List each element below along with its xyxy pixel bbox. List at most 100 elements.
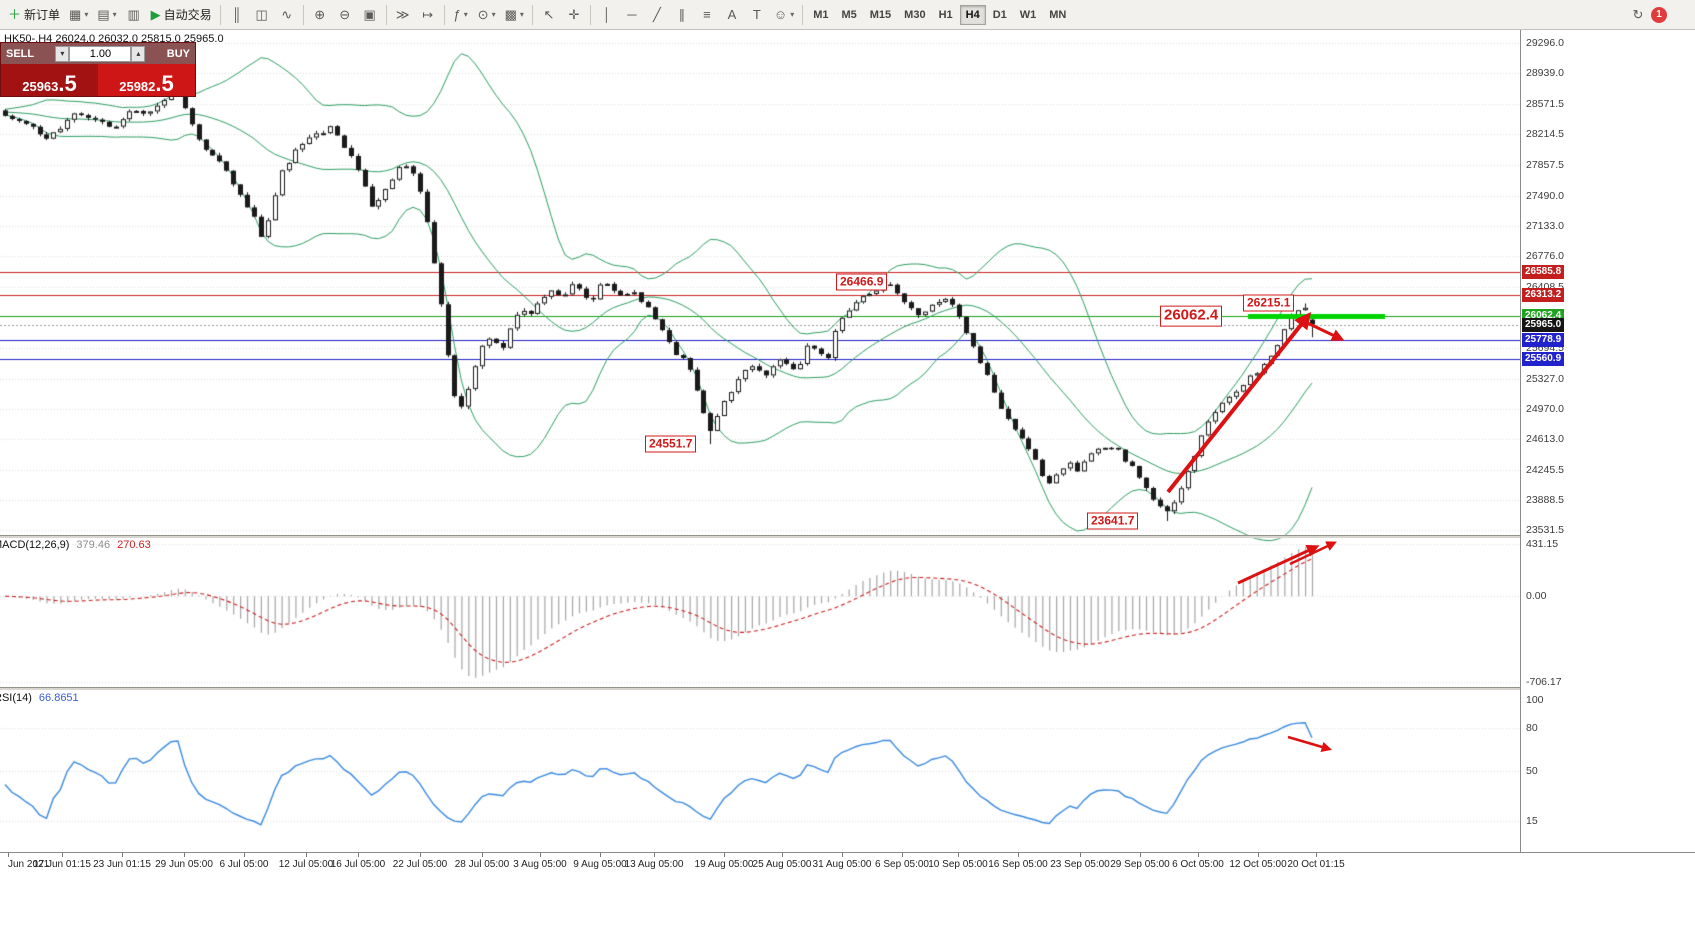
buy-price-big-digit: .5 xyxy=(155,71,174,97)
auto-scroll-button[interactable]: ≫ xyxy=(395,7,410,22)
time-axis-tick-mark xyxy=(1258,853,1259,857)
panel-separator-rsi[interactable] xyxy=(0,687,1520,690)
time-axis-label: 16 Sep 05:00 xyxy=(988,859,1048,870)
profiles-button[interactable]: ▤ ▾ xyxy=(97,7,117,22)
price-axis-tick: 24613.0 xyxy=(1526,432,1564,445)
macd-axis-tick: 0.00 xyxy=(1526,590,1547,603)
timeframe-h1-button[interactable]: H1 xyxy=(938,8,953,21)
new-order-button[interactable]: ＋新订单 xyxy=(8,7,61,22)
new-chart-button[interactable]: ▦ ▾ xyxy=(69,7,89,22)
timeframe-mn-button[interactable]: MN xyxy=(1049,8,1067,21)
price-callout: 24551.7 xyxy=(645,435,697,453)
fibonacci-button[interactable]: ≡ xyxy=(703,7,711,22)
timeframe-m15-button[interactable]: M15 xyxy=(869,8,892,21)
buy-button[interactable]: 25982.5 xyxy=(98,64,195,96)
horizontal-line-button[interactable]: ─ xyxy=(627,7,637,22)
periods-button[interactable]: ⊙ ▾ xyxy=(477,7,496,22)
time-axis-label: 16 Jul 05:00 xyxy=(330,859,386,870)
price-axis[interactable]: 29296.0 28939.0 28571.5 28214.5 27857.5 27490… xyxy=(1520,30,1695,852)
time-axis-label: 17 Jun 01:15 xyxy=(33,859,91,870)
sell-button[interactable]: 25963.5 xyxy=(1,64,98,96)
sell-price-big-digit: .5 xyxy=(58,71,77,97)
rsi-indicator-label: RSI(14) 66.8651 xyxy=(0,692,79,704)
line-chart-button[interactable]: ∿ xyxy=(281,7,293,22)
tile-windows-button[interactable]: ▣ xyxy=(363,7,376,22)
crosshair-button[interactable]: ✛ xyxy=(568,7,580,22)
volume-decrease-button[interactable]: ▾ xyxy=(55,45,70,62)
notification-badge[interactable]: 1 xyxy=(1651,6,1667,23)
auto-trading-button[interactable]: ▶ 自动交易 xyxy=(150,7,212,22)
time-axis-tick-mark xyxy=(482,853,483,857)
bar-chart-button[interactable]: ║ xyxy=(232,7,242,22)
price-axis-tick: 25327.0 xyxy=(1526,372,1564,385)
zoom-out-button[interactable]: ⊖ xyxy=(339,7,351,22)
toolbar-separator xyxy=(219,4,221,25)
price-axis-tick: 28939.0 xyxy=(1526,67,1564,80)
channel-button[interactable]: ∥ xyxy=(678,7,686,22)
macd-axis-tick: 431.15 xyxy=(1526,538,1559,550)
timeframe-w1-button[interactable]: W1 xyxy=(1019,8,1037,21)
timeframe-h4-button[interactable]: H4 xyxy=(959,4,986,25)
timeframe-m1-button[interactable]: M1 xyxy=(813,8,829,21)
time-axis-tick-mark xyxy=(1198,853,1199,857)
rsi-axis-tick: 50 xyxy=(1526,765,1538,777)
macd-axis-tick: -706.17 xyxy=(1526,676,1562,688)
vertical-line-button[interactable]: │ xyxy=(602,7,611,22)
price-callout: 23641.7 xyxy=(1087,512,1139,530)
time-axis-tick-mark xyxy=(600,853,601,857)
cursor-button[interactable]: ↖ xyxy=(543,7,555,22)
buy-label: BUY xyxy=(166,47,190,60)
price-axis-tick: 23531.5 xyxy=(1526,524,1564,537)
zoom-in-button[interactable]: ⊕ xyxy=(314,7,326,22)
candlestick-chart-button[interactable]: ◫ xyxy=(255,7,268,22)
templates-button[interactable]: ▩ ▾ xyxy=(504,7,524,22)
time-axis-tick-mark xyxy=(62,853,63,857)
market-watch-button[interactable]: ▥ xyxy=(127,7,140,22)
time-axis-label: 10 Sep 05:00 xyxy=(928,859,988,870)
macd-main-value: 379.46 xyxy=(76,539,111,551)
timeframe-m30-button[interactable]: M30 xyxy=(904,8,926,21)
chart-shift-button[interactable]: ↦ xyxy=(422,7,434,22)
time-axis-tick-mark xyxy=(958,853,959,857)
time-axis-tick-mark xyxy=(724,853,725,857)
sell-label: SELL xyxy=(6,47,35,60)
rsi-name: RSI(14) xyxy=(0,692,32,704)
time-axis-label: 3 Aug 05:00 xyxy=(513,859,567,870)
text-button[interactable]: A xyxy=(727,7,737,22)
sell-price: 25963 xyxy=(22,79,59,94)
chart-canvas[interactable] xyxy=(0,30,1520,852)
text-label-button[interactable]: T xyxy=(752,7,761,22)
timeframe-m5-button[interactable]: M5 xyxy=(841,8,857,21)
refresh-button[interactable]: ↻ xyxy=(1632,7,1644,22)
volume-input[interactable] xyxy=(69,45,132,62)
price-level-tag: 25560.9 xyxy=(1522,351,1565,366)
toolbar-separator xyxy=(531,4,533,25)
timeframe-d1-button[interactable]: D1 xyxy=(992,8,1007,21)
price-axis-tick: 24245.5 xyxy=(1526,464,1564,476)
price-axis-tick: 28571.5 xyxy=(1526,98,1564,111)
time-axis-tick-mark xyxy=(782,853,783,857)
time-axis-tick-mark xyxy=(1080,853,1081,857)
arrow-objects-button[interactable]: ☺ ▾ xyxy=(773,7,795,22)
time-axis-tick-mark xyxy=(902,853,903,857)
window-background xyxy=(0,876,1695,944)
price-callout: 26466.9 xyxy=(836,273,888,291)
one-click-trading-panel: SELL ▾ ▴ BUY 25963.5 25982.5 xyxy=(0,42,196,97)
toolbar: ＋新订单 ▦ ▾ ▤ ▾ ▥ ▶ 自动交易 ║ ◫ ∿ ⊕ ⊖ ▣ ≫ ↦ ƒ ▾ ⊙ ▾ ▩ ▾ ↖ ✛ │ ─ ╱ ∥ ≡ A T ☺ ▾ M… xyxy=(0,0,1695,30)
time-axis-tick-mark xyxy=(122,853,123,857)
price-axis-tick: 27490.0 xyxy=(1526,189,1564,202)
time-axis-label: 23 Sep 05:00 xyxy=(1050,859,1110,870)
time-axis-tick-mark xyxy=(1140,853,1141,857)
price-axis-tick: 29296.0 xyxy=(1526,37,1564,50)
trendline-button[interactable]: ╱ xyxy=(652,7,661,22)
panel-separator-macd[interactable] xyxy=(0,535,1520,538)
time-axis-label: 29 Jun 05:00 xyxy=(155,859,213,870)
time-axis-label: 20 Oct 01:15 xyxy=(1287,859,1345,870)
price-level-tag: 26585.8 xyxy=(1522,265,1565,280)
price-axis-tick: 27857.5 xyxy=(1526,158,1564,171)
toolbar-separator xyxy=(443,4,445,25)
time-axis[interactable]: Jun 2021 17 Jun 01:15 23 Jun 01:15 29 Jun 0… xyxy=(0,852,1695,876)
indicators-button[interactable]: ƒ ▾ xyxy=(453,7,468,22)
volume-increase-button[interactable]: ▴ xyxy=(131,45,146,62)
price-level-tag: 26313.2 xyxy=(1522,288,1565,303)
